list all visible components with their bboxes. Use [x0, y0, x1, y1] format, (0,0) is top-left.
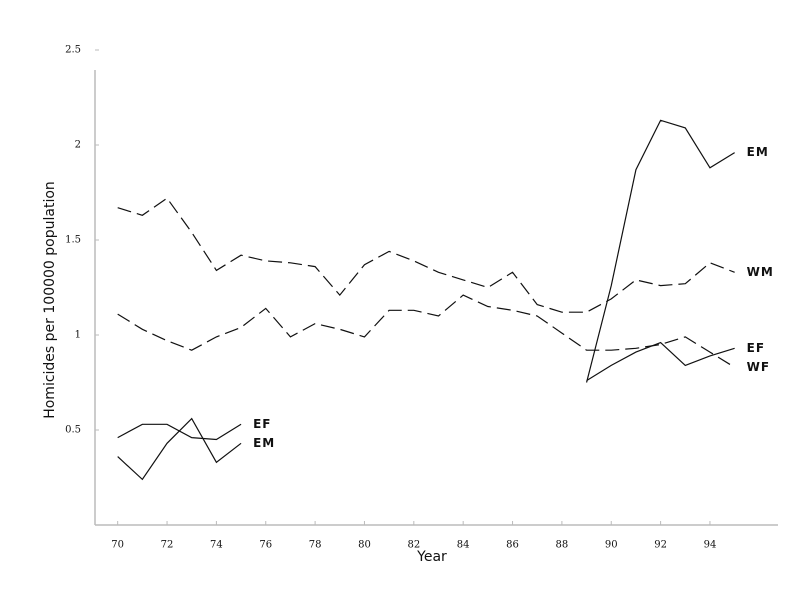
x-tick-label: 86: [506, 540, 519, 551]
x-tick-label: 90: [605, 540, 618, 551]
series-label: EM: [747, 145, 769, 159]
y-tick-label: 2.5: [65, 45, 81, 56]
y-axis-title: Homicides per 100000 population: [42, 181, 58, 419]
x-tick-label: 72: [161, 540, 174, 551]
y-tick-label: 0.5: [65, 425, 81, 436]
x-tick-label: 74: [210, 540, 223, 551]
series-line: [117, 341, 735, 441]
x-tick-label: 84: [457, 540, 470, 551]
x-tick-label: 94: [704, 540, 717, 551]
x-tick-label: 70: [111, 540, 124, 551]
x-tick-label: 80: [358, 540, 371, 551]
x-tick-label: 92: [654, 540, 667, 551]
x-tick-label: 76: [259, 540, 272, 551]
series-label: EF: [747, 341, 765, 355]
y-tick-label: 1: [75, 330, 81, 341]
x-axis-title: Year: [416, 549, 447, 565]
series-line: [117, 119, 735, 481]
series-label: EF: [253, 417, 271, 431]
y-tick-label: 2: [75, 140, 81, 151]
series-label: WM: [747, 265, 774, 279]
x-tick-label: 82: [407, 540, 420, 551]
series-line: [117, 294, 735, 368]
series-line: [117, 197, 735, 313]
series-label: EM: [253, 436, 275, 450]
x-tick-label: 78: [309, 540, 322, 551]
x-tick-label: 88: [556, 540, 569, 551]
y-tick-label: 1.5: [65, 235, 81, 246]
series-label: WF: [747, 360, 770, 374]
